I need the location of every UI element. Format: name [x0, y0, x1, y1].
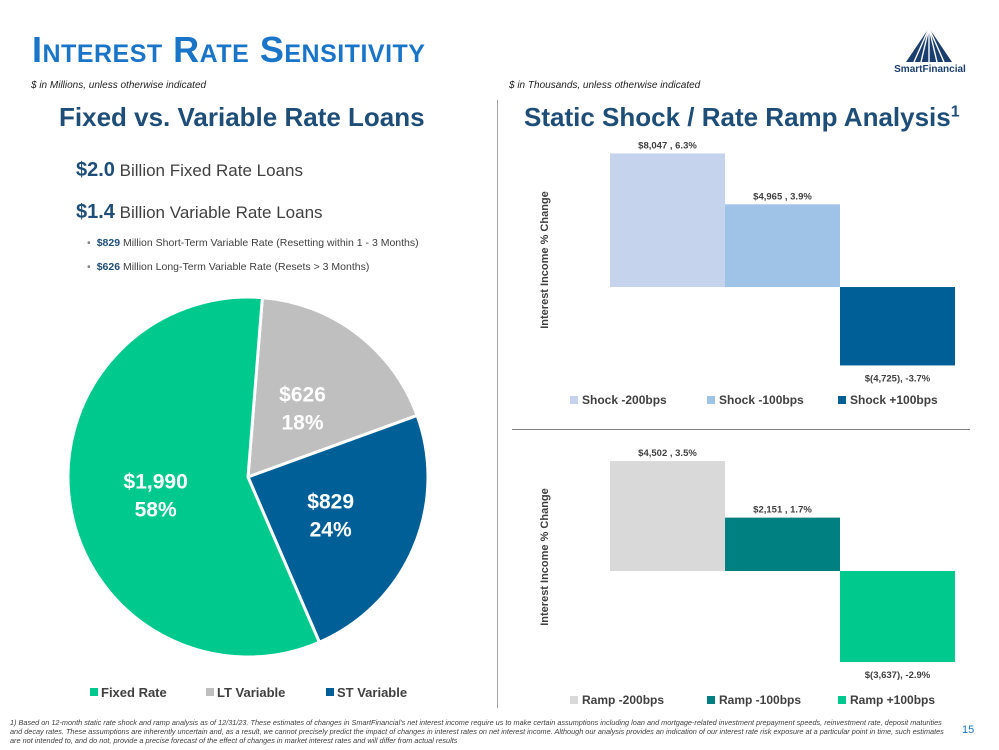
fixed-loans-amount: $2.0 — [76, 159, 115, 181]
pie-slice-st-variable — [245, 413, 430, 645]
pie-slice-fixed-rate — [66, 295, 322, 659]
right-heading: Static Shock / Rate Ramp Analysis1 — [524, 102, 960, 133]
legend-label-shock-200bps: Shock -200bps — [582, 393, 667, 407]
y-axis-label: Interest Income % Change — [539, 191, 551, 329]
legend-label-shock-100bps: Shock -100bps — [719, 393, 804, 407]
page-number: 15 — [962, 724, 975, 736]
variable-loans-line: $1.4 Billion Variable Rate Loans — [76, 201, 323, 224]
smartfinancial-logo-icon — [906, 27, 952, 63]
loans-pie-chart: $626 18% $829 24% $1,990 58% Fixed Rate LT Vari… — [66, 295, 430, 700]
footnote-marker: 1 — [950, 103, 960, 121]
pie-slice-lt-variable — [246, 295, 420, 480]
legend-swatch-shock-200bps — [570, 396, 578, 404]
y-axis-label: Interest Income % Change — [539, 488, 551, 626]
pie-label-lt-variable: $626 — [279, 383, 326, 406]
vertical-divider — [497, 100, 498, 708]
right-units-note: $ in Thousands, unless otherwise indicat… — [509, 80, 701, 91]
data-label-shock-200bps: $8,047 , 6.3% — [638, 140, 697, 151]
legend-label-ramp-200bps: Ramp -200bps — [582, 693, 664, 707]
pie-label-st-variable: $829 — [307, 491, 354, 514]
bar-ramp-200bps — [610, 461, 725, 571]
pie-pct-lt-variable: 18% — [282, 411, 324, 434]
logo-name: SmartFinancial — [894, 64, 966, 75]
left-units-note: $ in Millions, unless otherwise indicate… — [31, 80, 207, 91]
fixed-loans-line: $2.0 Billion Fixed Rate Loans — [76, 159, 303, 182]
pie-label-fixed-rate: $1,990 — [124, 470, 188, 493]
legend-swatch-st-variable — [326, 688, 334, 696]
variable-loans-amount: $1.4 — [76, 201, 115, 223]
legend-label-ramp-100bps: Ramp +100bps — [850, 693, 935, 707]
bullet-long-term: $626 Million Long-Term Variable Rate (Re… — [87, 261, 370, 273]
legend-swatch-ramp-100bps — [838, 696, 846, 704]
legend-label-shock-100bps: Shock +100bps — [850, 393, 938, 407]
legend-swatch-fixed-rate — [90, 688, 98, 696]
bullet-short-term-amount: $829 — [96, 237, 121, 249]
data-label-shock-100bps: $4,965 , 3.9% — [753, 191, 812, 202]
data-label-ramp-100bps: $(3,637), -2.9% — [865, 670, 931, 681]
bar-ramp-100bps — [840, 571, 955, 663]
ramp-bar-chart: $4,502 , 3.5% $2,151 , 1.7% $(3,637), -2.9… — [539, 448, 955, 707]
pie-pct-fixed-rate: 58% — [135, 498, 177, 521]
variable-loans-text: Billion Variable Rate Loans — [114, 203, 323, 222]
legend-swatch-lt-variable — [206, 688, 214, 696]
legend-swatch-ramp-200bps — [570, 696, 578, 704]
bar-shock-100bps — [725, 204, 840, 287]
fixed-loans-text: Billion Fixed Rate Loans — [114, 161, 303, 180]
legend-label-ramp-100bps: Ramp -100bps — [719, 693, 801, 707]
shock-bar-chart: $8,047 , 6.3% $4,965 , 3.9% $(4,725), -3.7… — [539, 140, 955, 407]
left-heading: Fixed vs. Variable Rate Loans — [59, 102, 425, 132]
legend-swatch-shock-100bps — [707, 396, 715, 404]
page-title: Interest Rate Sensitivity — [32, 29, 426, 70]
bullet-short-term: $829 Million Short-Term Variable Rate (R… — [87, 237, 419, 249]
footnote: 1) Based on 12-month static rate shock a… — [10, 718, 944, 745]
legend-swatch-ramp-100bps — [707, 696, 715, 704]
data-label-shock-100bps: $(4,725), -3.7% — [865, 373, 931, 384]
pie-pct-st-variable: 24% — [310, 519, 352, 542]
bullet-long-term-text: Million Long-Term Variable Rate (Resets … — [120, 261, 370, 273]
bar-ramp-100bps — [725, 517, 840, 571]
legend-label-lt-variable: LT Variable — [217, 685, 285, 700]
bullet-long-term-amount: $626 — [96, 261, 121, 273]
bar-shock-100bps — [840, 287, 955, 366]
legend-label-st-variable: ST Variable — [337, 685, 407, 700]
horizontal-divider — [512, 429, 970, 430]
legend-swatch-shock-100bps — [838, 396, 846, 404]
legend-label-fixed-rate: Fixed Rate — [101, 685, 167, 700]
data-label-ramp-200bps: $4,502 , 3.5% — [638, 448, 697, 459]
bullet-short-term-text: Million Short-Term Variable Rate (Resett… — [120, 237, 419, 249]
right-heading-text: Static Shock / Rate Ramp Analysis — [524, 102, 951, 132]
data-label-ramp-100bps: $2,151 , 1.7% — [753, 505, 812, 516]
bar-shock-200bps — [610, 153, 725, 287]
